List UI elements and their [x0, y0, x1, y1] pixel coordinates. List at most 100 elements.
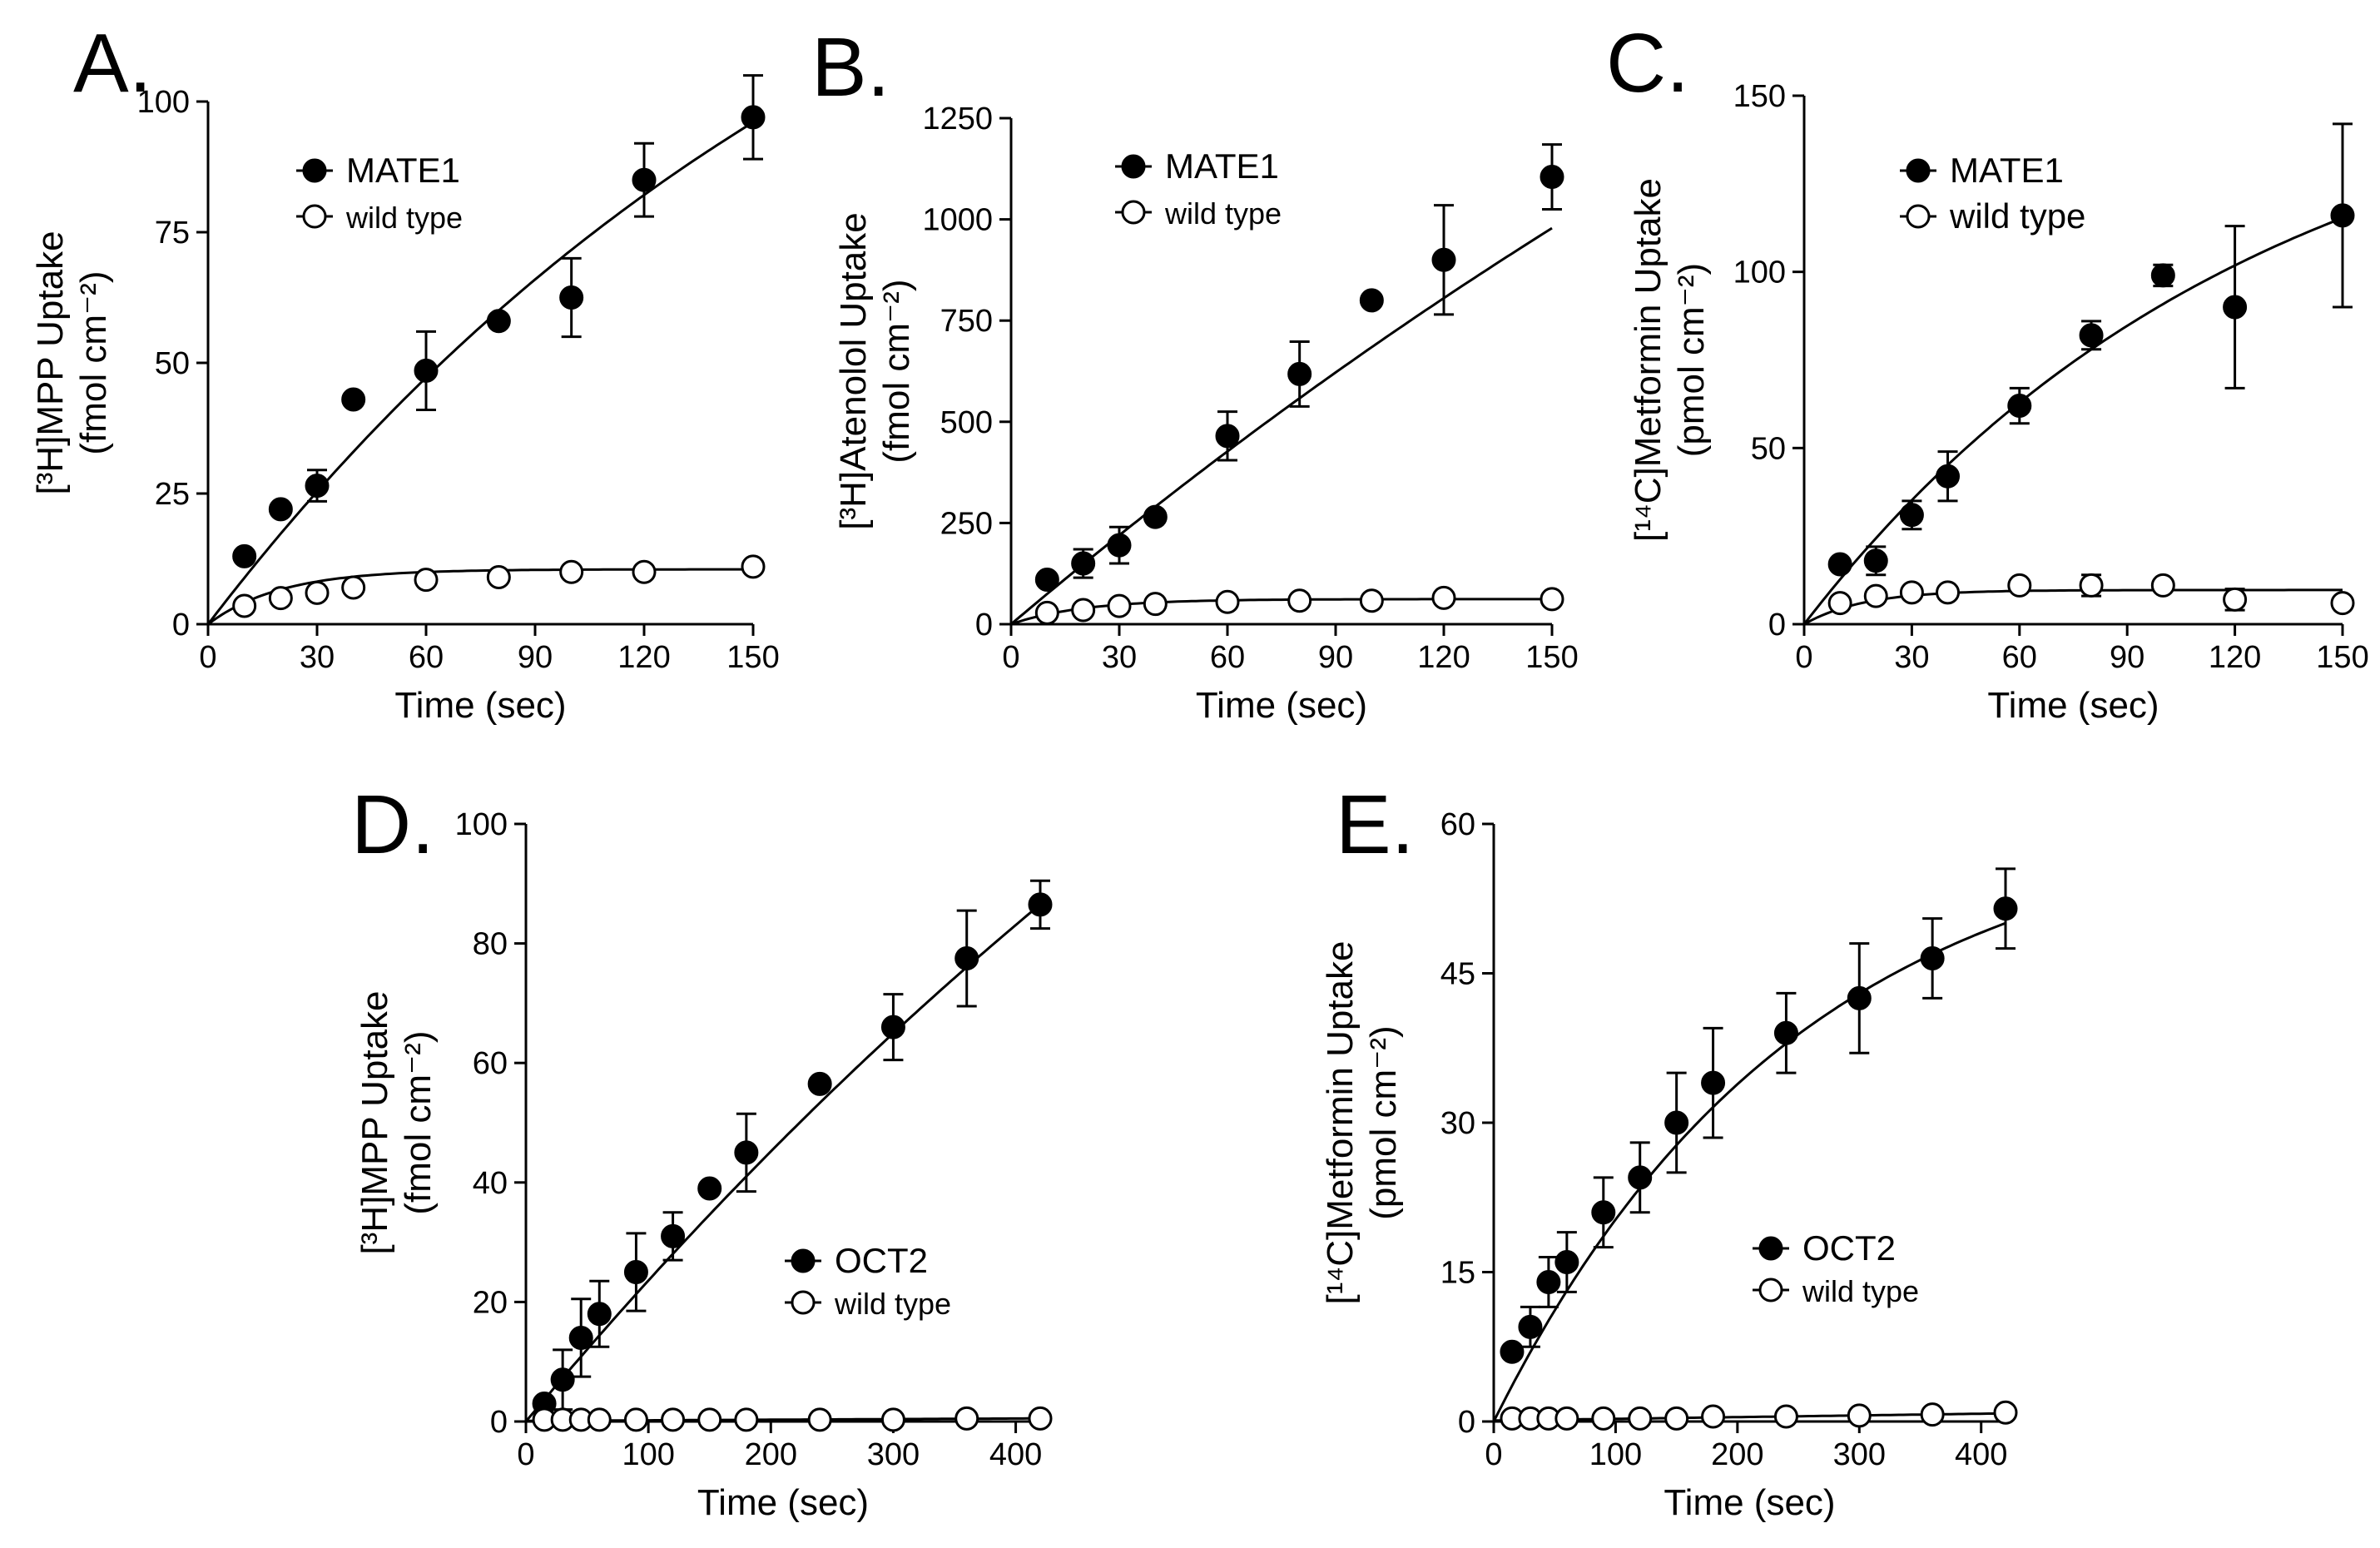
fit-curve	[526, 1417, 1040, 1422]
x-tick-label: 400	[989, 1437, 1042, 1472]
data-point	[632, 559, 657, 584]
data-point	[1993, 1400, 2018, 1425]
data-point	[1863, 583, 1888, 608]
data-point	[1554, 1250, 1579, 1275]
x-tick-label: 60	[2002, 640, 2037, 675]
data-point	[1071, 551, 1096, 576]
data-point	[1701, 1070, 1726, 1095]
x-tick-label: 300	[1833, 1437, 1886, 1472]
data-point	[1431, 585, 1456, 610]
data-point	[741, 554, 766, 579]
panel-c: C. 0 30 60 90 120 150 0 50 100 150 Time (sec) [¹⁴C]M…	[1606, 17, 2369, 726]
y-tick-label: 100	[455, 807, 508, 842]
y-tick-label: 0	[1768, 608, 1786, 643]
data-point	[2330, 591, 2355, 616]
x-tick-label: 30	[1102, 640, 1137, 675]
y-axis-title: [³H]Atenolol Uptake	[833, 212, 874, 530]
x-tick-label: 120	[2209, 640, 2261, 675]
data-point	[268, 497, 293, 522]
data-point	[1554, 1406, 1579, 1431]
data-point	[1215, 589, 1240, 614]
y-tick-label: 40	[473, 1166, 508, 1201]
series-wild-type: wild type	[1010, 196, 1564, 626]
series-wild-type: wild type	[1493, 1274, 2018, 1431]
data-point	[1628, 1406, 1653, 1431]
data-point	[807, 1071, 832, 1096]
fit-curve	[1803, 588, 2343, 626]
legend-label: MATE1	[1165, 146, 1279, 186]
data-point	[1500, 1339, 1525, 1364]
y-tick-label: 0	[975, 608, 993, 643]
y-tick-label: 50	[1751, 431, 1786, 466]
y-tick-label: 80	[473, 927, 508, 962]
series-mate1: MATE1	[206, 74, 766, 625]
x-tick-label: 0	[517, 1437, 534, 1472]
panel-letter: B.	[811, 21, 890, 114]
data-point	[414, 568, 439, 593]
x-tick-label: 200	[1711, 1437, 1763, 1472]
data-point	[1847, 1403, 1872, 1428]
data-point	[807, 1407, 832, 1432]
data-point	[880, 1407, 905, 1432]
data-point	[1107, 533, 1132, 558]
fit-curve	[1010, 226, 1553, 626]
data-point	[305, 580, 330, 605]
legend-marker	[1906, 204, 1931, 229]
x-tick-label: 200	[745, 1437, 797, 1472]
y-tick-label: 75	[155, 216, 190, 251]
data-point	[1773, 1020, 1798, 1045]
y-axis-unit: (fmol cm⁻²)	[876, 279, 917, 463]
data-point	[559, 559, 584, 584]
data-point	[1536, 1269, 1561, 1294]
data-point	[954, 946, 979, 971]
y-tick-label: 500	[940, 405, 993, 440]
data-point	[661, 1407, 686, 1432]
data-point	[734, 1407, 759, 1432]
y-tick-label: 15	[1440, 1256, 1475, 1291]
y-axis-unit: (fmol cm⁻²)	[398, 1030, 439, 1214]
data-point	[486, 564, 511, 589]
x-tick-label: 100	[1589, 1437, 1642, 1472]
data-point	[341, 575, 366, 600]
y-tick-label: 0	[1458, 1405, 1475, 1440]
x-tick-label: 90	[2110, 640, 2144, 675]
data-point	[587, 1407, 612, 1432]
data-point	[232, 593, 257, 618]
x-tick-label: 400	[1955, 1437, 2007, 1472]
data-point	[734, 1140, 759, 1165]
data-point	[1899, 503, 1924, 528]
data-point	[1071, 598, 1096, 623]
data-point	[1701, 1404, 1726, 1429]
x-tick-label: 90	[1318, 640, 1353, 675]
legend-label: wild type	[1802, 1274, 1919, 1308]
data-point	[1540, 587, 1564, 612]
data-point	[2223, 295, 2248, 320]
data-point	[1215, 424, 1240, 449]
data-point	[587, 1302, 612, 1327]
data-point	[1899, 580, 1924, 605]
fit-curve	[1010, 598, 1552, 626]
data-point	[232, 543, 257, 568]
data-point	[1863, 548, 1888, 573]
legend-label: MATE1	[346, 151, 460, 190]
x-tick-label: 100	[622, 1437, 674, 1472]
data-point	[1107, 593, 1132, 618]
data-point	[1143, 592, 1168, 617]
data-point	[1827, 552, 1852, 577]
y-tick-label: 50	[155, 346, 190, 381]
panel-e: E. 0 100 200 300 400 0 15 30 45 60 Time (sec) [¹⁴C]M…	[1320, 778, 2018, 1523]
data-point	[2150, 263, 2175, 288]
x-tick-label: 300	[867, 1437, 920, 1472]
data-point	[1936, 580, 1961, 605]
data-point	[341, 387, 366, 412]
panel-letter: A.	[73, 17, 151, 110]
legend-marker	[1758, 1236, 1783, 1261]
data-point	[697, 1407, 722, 1432]
legend-marker	[302, 204, 327, 229]
x-tick-label: 0	[1485, 1437, 1502, 1472]
data-point	[661, 1223, 686, 1248]
data-point	[632, 167, 657, 192]
legend-label: OCT2	[1802, 1228, 1896, 1268]
x-tick-label: 150	[726, 640, 779, 675]
data-point	[2079, 323, 2104, 348]
